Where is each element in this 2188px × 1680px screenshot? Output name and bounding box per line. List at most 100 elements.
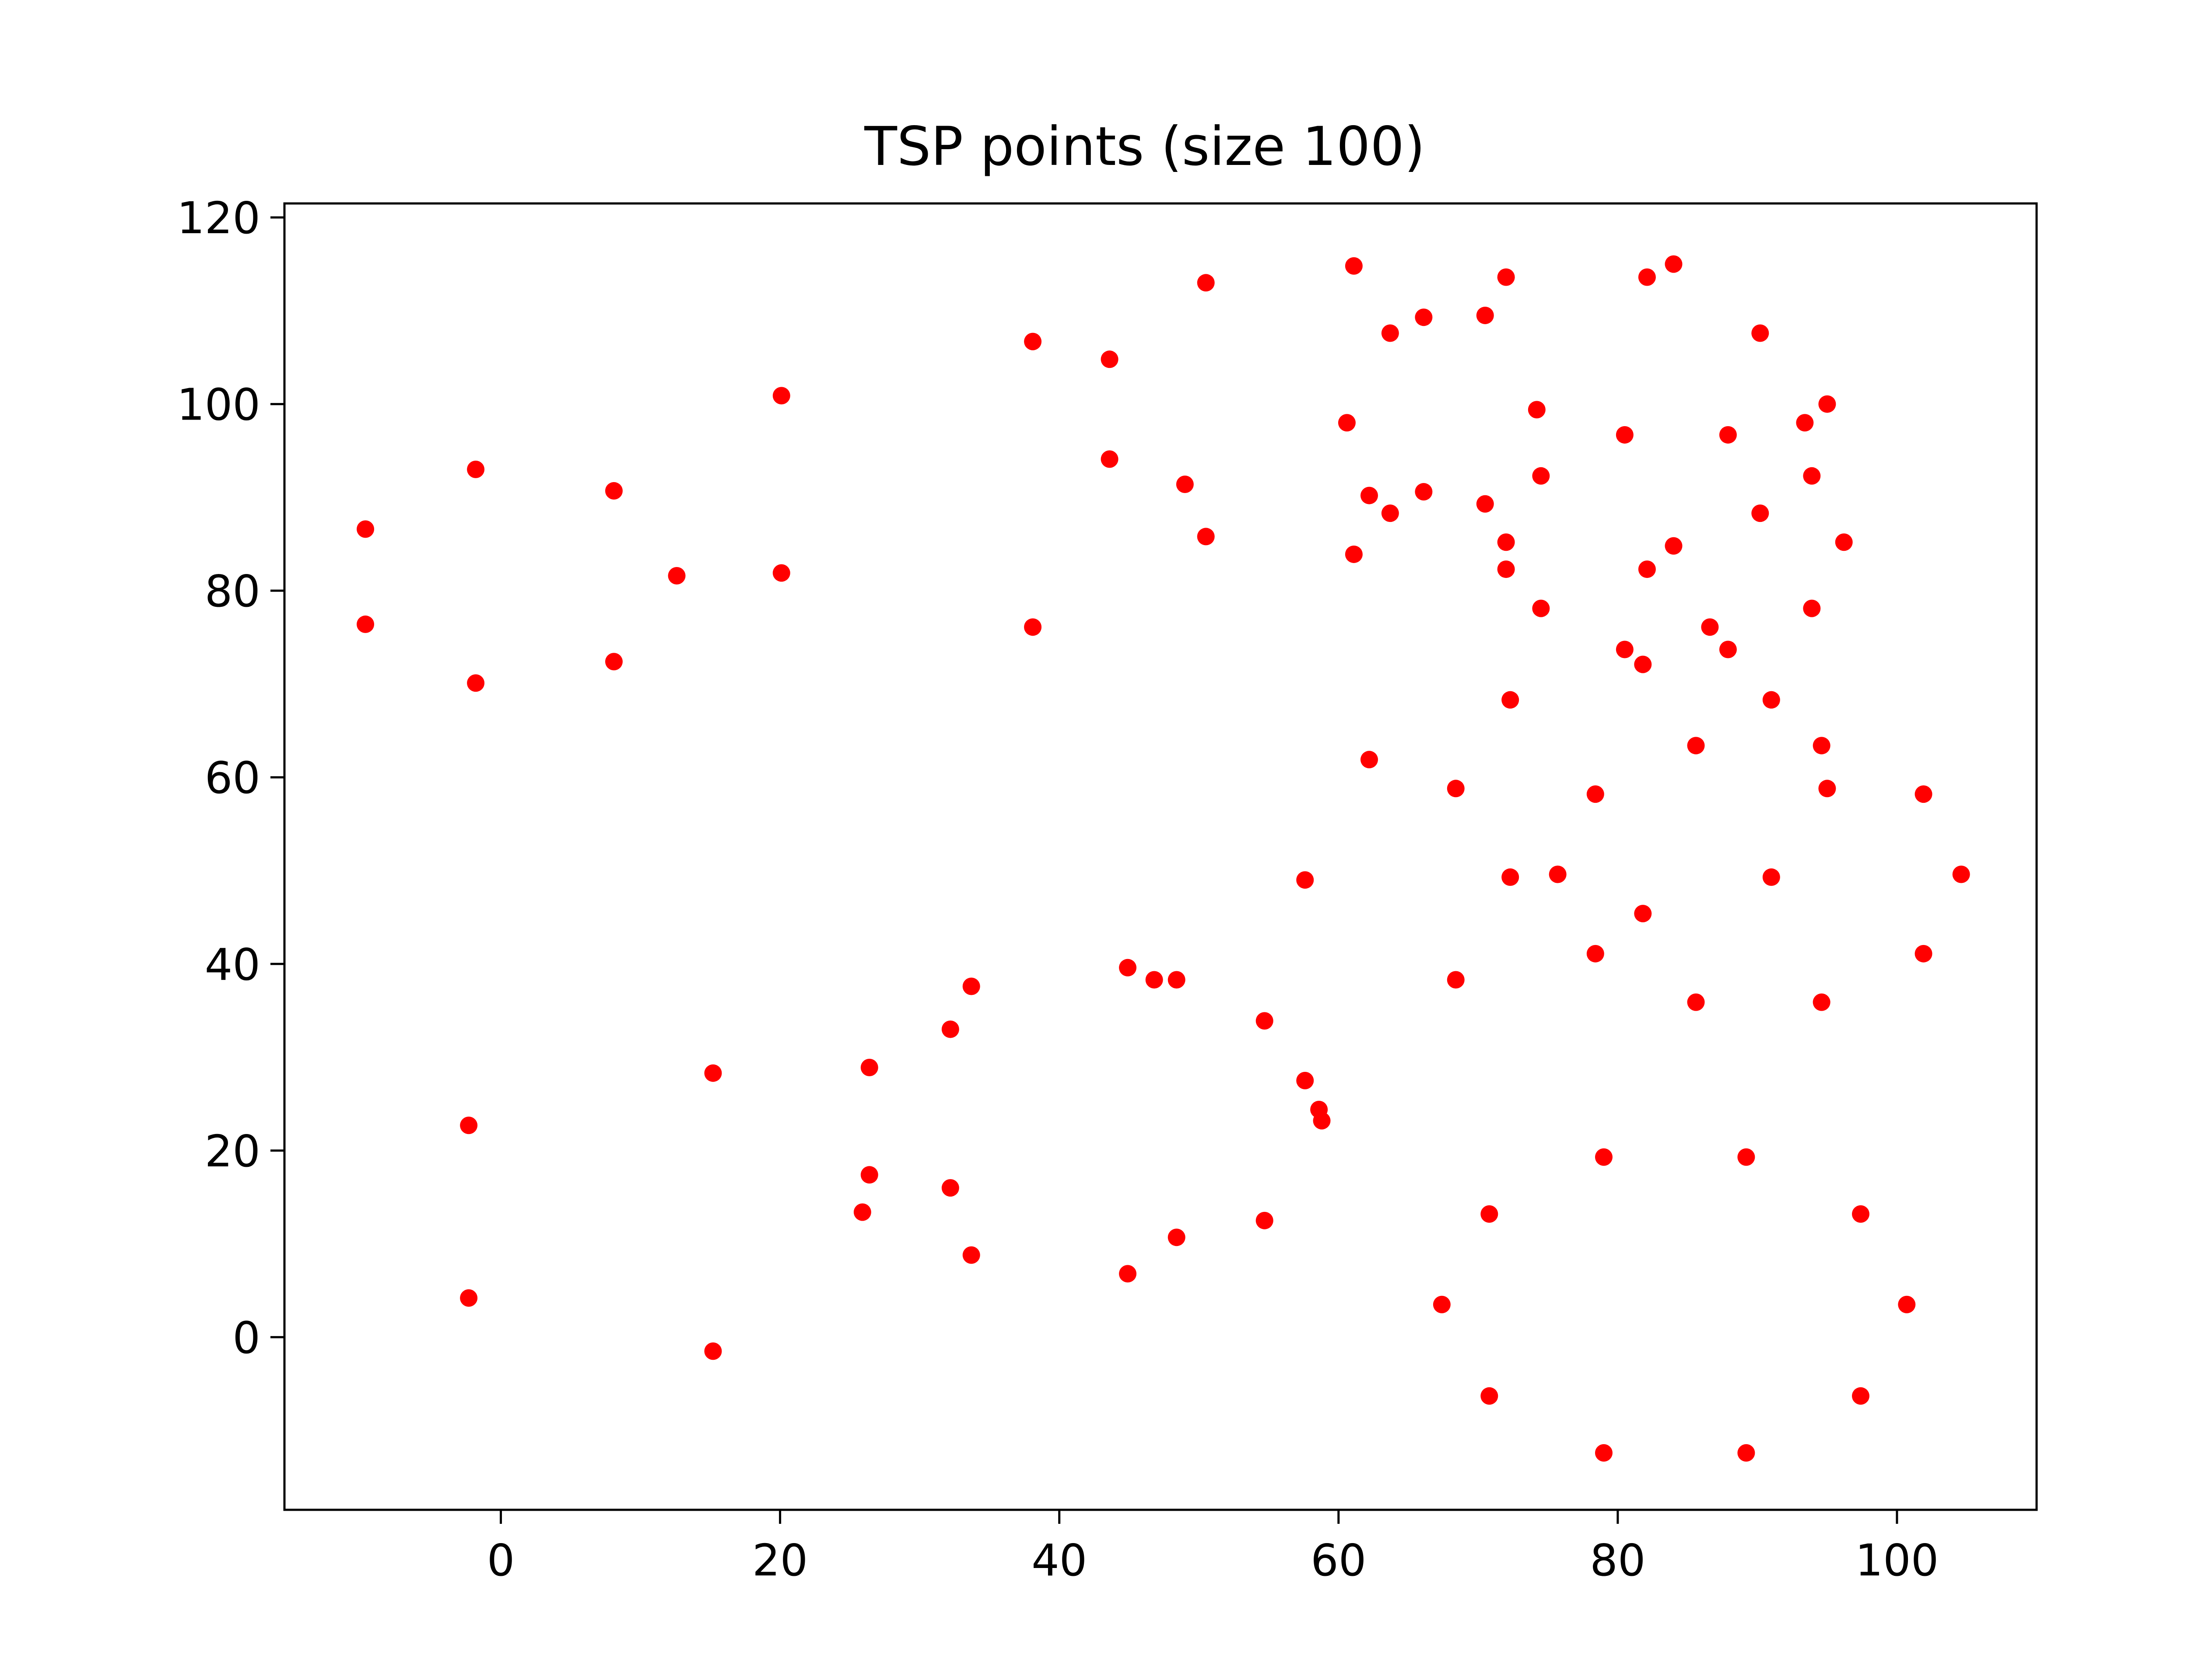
scatter-point [1345,545,1363,563]
scatter-point [860,1059,878,1077]
scatter-points [357,255,1970,1462]
scatter-point [1751,324,1769,342]
scatter-point [1665,255,1683,273]
y-tick-label: 120 [177,192,260,244]
scatter-point [704,1342,722,1360]
scatter-point [1381,504,1399,522]
chart-title: TSP points (size 100) [864,116,1425,178]
scatter-point [1119,1265,1137,1283]
scatter-point [1345,257,1363,275]
scatter-point [1480,1387,1498,1405]
scatter-point [1586,945,1604,962]
scatter-point [1176,475,1194,493]
scatter-point [1719,640,1737,658]
scatter-point [1338,414,1356,432]
scatter-point [1835,533,1853,551]
scatter-point [1852,1205,1870,1223]
x-tick-label: 60 [1311,1535,1366,1586]
scatter-point [1813,993,1830,1011]
scatter-point [772,564,790,582]
scatter-point [1549,865,1567,883]
scatter-point [1197,274,1215,292]
scatter-point [1433,1295,1451,1313]
scatter-point [1532,467,1550,485]
scatter-point [605,653,623,671]
scatter-point [1803,467,1821,485]
scatter-point [1313,1112,1331,1130]
scatter-point [1497,560,1515,578]
scatter-point [1616,426,1634,444]
scatter-point [1595,1444,1613,1462]
scatter-point [1168,1228,1185,1246]
scatter-point [1101,450,1119,468]
scatter-point [772,387,790,405]
scatter-point [1360,751,1378,769]
scatter-point [1796,414,1814,432]
scatter-point [1532,599,1550,617]
scatter-point [853,1203,871,1221]
scatter-point [1255,1211,1273,1229]
scatter-point [962,977,980,995]
scatter-point [1447,971,1465,989]
y-axis-ticks: 0 20 40 60 80 100 120 [177,192,284,1363]
scatter-point [1415,308,1433,326]
scatter-point [1119,959,1137,976]
scatter-point [1687,993,1705,1011]
scatter-point [1447,780,1465,798]
scatter-point [1701,618,1719,636]
y-tick-label: 0 [232,1312,260,1363]
scatter-point [460,1116,478,1134]
x-tick-label: 20 [752,1535,808,1586]
y-tick-label: 20 [205,1126,260,1177]
scatter-point [605,482,623,500]
scatter-point [1501,691,1519,709]
scatter-point [1168,971,1185,989]
scatter-point [1480,1205,1498,1223]
scatter-point [1638,268,1656,286]
scatter-point [1762,868,1780,886]
scatter-point [860,1166,878,1184]
scatter-point [668,567,686,585]
scatter-point [1751,504,1769,522]
x-axis-ticks: 0 20 40 60 80 100 [487,1510,1939,1586]
scatter-point [1616,640,1634,658]
scatter-point [1476,495,1494,513]
scatter-point [1501,868,1519,886]
scatter-point [1360,486,1378,504]
scatter-point [1737,1148,1755,1166]
scatter-point [1101,350,1119,368]
scatter-point [1586,785,1604,803]
scatter-point [357,520,375,538]
scatter-point [1197,528,1215,546]
scatter-point [1381,324,1399,342]
scatter-point [1818,780,1836,798]
scatter-point [460,1289,478,1307]
scatter-point [1476,306,1494,324]
scatter-point [357,615,375,633]
x-tick-label: 100 [1855,1535,1939,1586]
scatter-point [1914,785,1932,803]
scatter-point [1497,268,1515,286]
scatter-point [1255,1012,1273,1030]
scatter-point [1528,401,1546,419]
scatter-point [1898,1295,1916,1313]
scatter-point [1665,537,1683,555]
scatter-point [1145,971,1163,989]
scatter-point [1762,691,1780,709]
scatter-point [1818,395,1836,413]
scatter-point [1719,426,1737,444]
scatter-point [941,1020,959,1038]
scatter-point [1296,1071,1314,1089]
scatter-point [467,674,485,692]
scatter-point [1813,737,1830,755]
scatter-point [1687,737,1705,755]
y-tick-label: 60 [205,752,260,804]
scatter-point [941,1179,959,1197]
y-tick-label: 40 [205,939,260,990]
x-tick-label: 80 [1590,1535,1645,1586]
scatter-point [1024,332,1042,350]
scatter-point [1497,533,1515,551]
scatter-point [1296,871,1314,889]
